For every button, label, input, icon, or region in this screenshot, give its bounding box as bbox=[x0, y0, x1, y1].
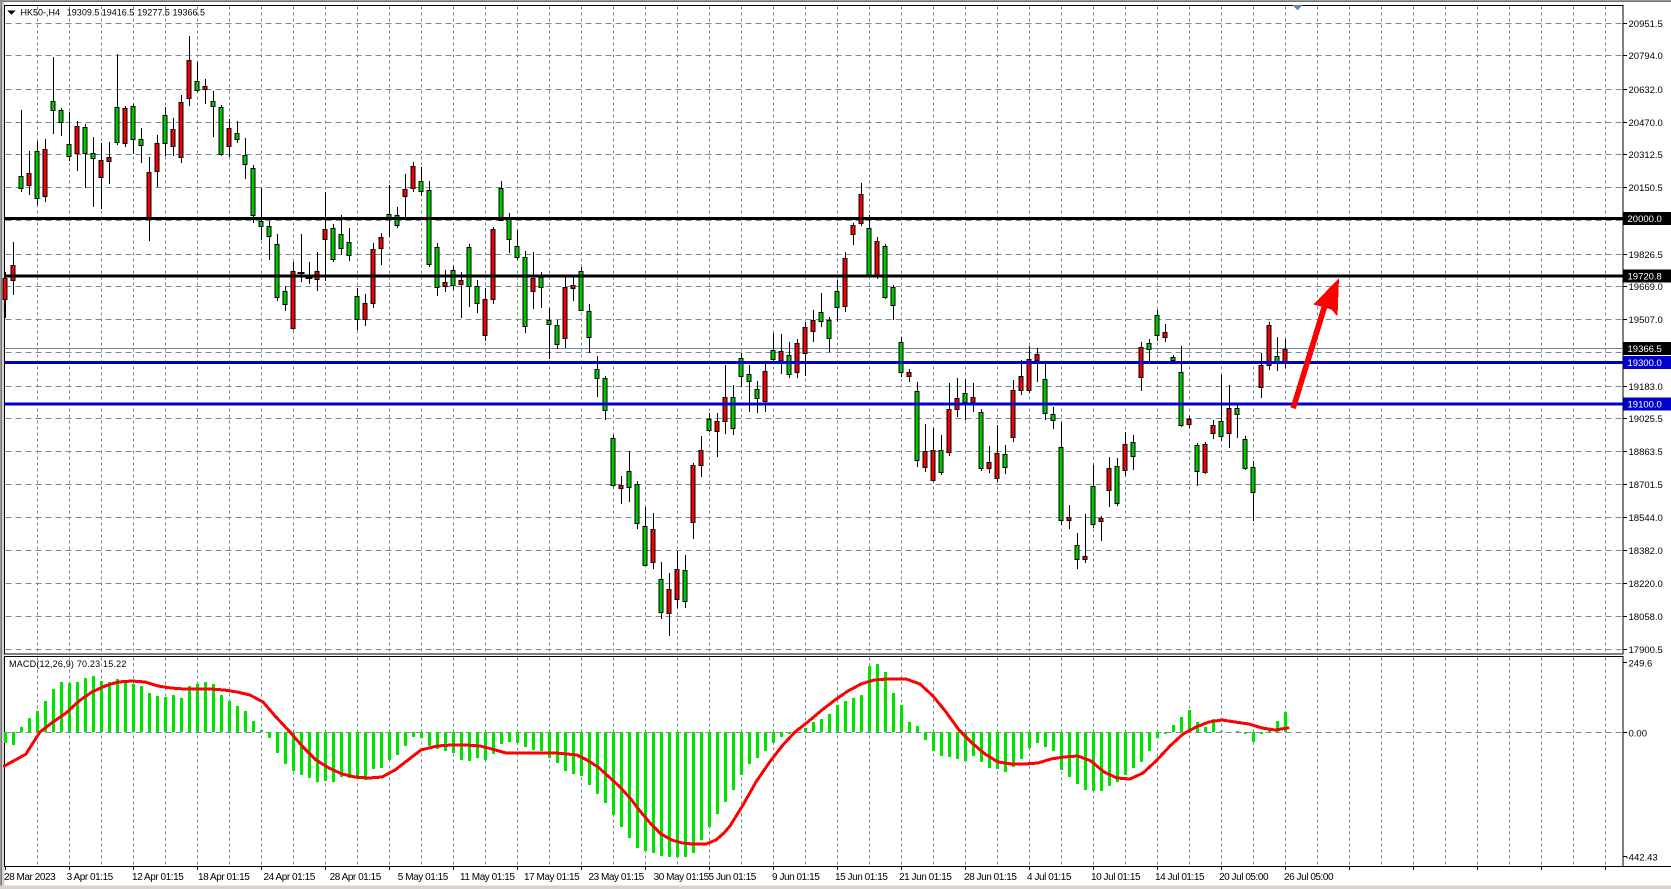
svg-text:249.6: 249.6 bbox=[1629, 659, 1653, 670]
svg-text:17 May 01:15: 17 May 01:15 bbox=[524, 872, 580, 883]
svg-text:17900.5: 17900.5 bbox=[1629, 645, 1663, 656]
svg-text:15 Jun 01:15: 15 Jun 01:15 bbox=[835, 872, 888, 883]
svg-text:12 Apr 01:15: 12 Apr 01:15 bbox=[132, 872, 184, 883]
svg-text:20 Jul 05:00: 20 Jul 05:00 bbox=[1219, 872, 1269, 883]
svg-text:20951.5: 20951.5 bbox=[1629, 19, 1663, 30]
svg-text:18058.0: 18058.0 bbox=[1629, 612, 1663, 623]
svg-text:-442.43: -442.43 bbox=[1626, 853, 1658, 864]
svg-text:19507.0: 19507.0 bbox=[1629, 315, 1663, 326]
svg-text:20632.0: 20632.0 bbox=[1629, 85, 1663, 96]
svg-text:21 Jun 01:15: 21 Jun 01:15 bbox=[899, 872, 952, 883]
svg-text:20470.0: 20470.0 bbox=[1629, 118, 1663, 129]
svg-text:0.00: 0.00 bbox=[1629, 729, 1648, 740]
svg-text:30 May 01:15: 30 May 01:15 bbox=[654, 872, 710, 883]
svg-text:9 Jun 01:15: 9 Jun 01:15 bbox=[772, 872, 820, 883]
svg-text:28 Jun 01:15: 28 Jun 01:15 bbox=[964, 872, 1017, 883]
svg-text:18544.0: 18544.0 bbox=[1629, 513, 1663, 524]
svg-text:5 May 01:15: 5 May 01:15 bbox=[398, 872, 449, 883]
svg-text:19300.0: 19300.0 bbox=[1628, 358, 1662, 369]
svg-text:14 Jul 01:15: 14 Jul 01:15 bbox=[1155, 872, 1205, 883]
svg-text:4 Jul 01:15: 4 Jul 01:15 bbox=[1027, 872, 1072, 883]
svg-text:19416.5: 19416.5 bbox=[102, 7, 135, 17]
svg-text:20150.5: 20150.5 bbox=[1629, 183, 1663, 194]
svg-text:26 Jul 05:00: 26 Jul 05:00 bbox=[1284, 872, 1334, 883]
svg-text:19183.0: 19183.0 bbox=[1629, 382, 1663, 393]
svg-text:11 May 01:15: 11 May 01:15 bbox=[460, 872, 515, 883]
svg-text:19366.5: 19366.5 bbox=[1628, 344, 1662, 355]
svg-text:MACD(12,26,9) 70.23 15.22: MACD(12,26,9) 70.23 15.22 bbox=[9, 659, 127, 669]
svg-text:19277.5: 19277.5 bbox=[137, 7, 170, 17]
svg-text:5 Jun 01:15: 5 Jun 01:15 bbox=[709, 872, 757, 883]
svg-text:28 Apr 01:15: 28 Apr 01:15 bbox=[330, 872, 382, 883]
svg-text:19309.5: 19309.5 bbox=[67, 7, 100, 17]
svg-text:19366.5: 19366.5 bbox=[173, 7, 206, 17]
svg-text:HK50-,H4: HK50-,H4 bbox=[21, 7, 61, 17]
svg-text:18220.0: 18220.0 bbox=[1629, 579, 1663, 590]
svg-text:10 Jul 01:15: 10 Jul 01:15 bbox=[1091, 872, 1141, 883]
svg-text:19669.0: 19669.0 bbox=[1629, 282, 1663, 293]
svg-text:3 Apr 01:15: 3 Apr 01:15 bbox=[67, 872, 114, 883]
svg-text:20000.0: 20000.0 bbox=[1628, 214, 1662, 225]
svg-text:18382.0: 18382.0 bbox=[1629, 546, 1663, 557]
svg-text:19100.0: 19100.0 bbox=[1628, 400, 1662, 411]
svg-text:19826.5: 19826.5 bbox=[1629, 250, 1663, 261]
svg-text:23 May 01:15: 23 May 01:15 bbox=[589, 872, 645, 883]
svg-text:19025.5: 19025.5 bbox=[1629, 414, 1663, 425]
svg-text:18863.5: 18863.5 bbox=[1629, 447, 1663, 458]
svg-text:18 Apr 01:15: 18 Apr 01:15 bbox=[198, 872, 250, 883]
svg-text:28 Mar 2023: 28 Mar 2023 bbox=[4, 872, 56, 883]
svg-text:20794.0: 20794.0 bbox=[1629, 51, 1663, 62]
svg-text:19720.8: 19720.8 bbox=[1628, 272, 1662, 283]
svg-text:20312.5: 20312.5 bbox=[1629, 150, 1663, 161]
svg-text:24 Apr 01:15: 24 Apr 01:15 bbox=[264, 872, 316, 883]
svg-text:18701.5: 18701.5 bbox=[1629, 480, 1663, 491]
